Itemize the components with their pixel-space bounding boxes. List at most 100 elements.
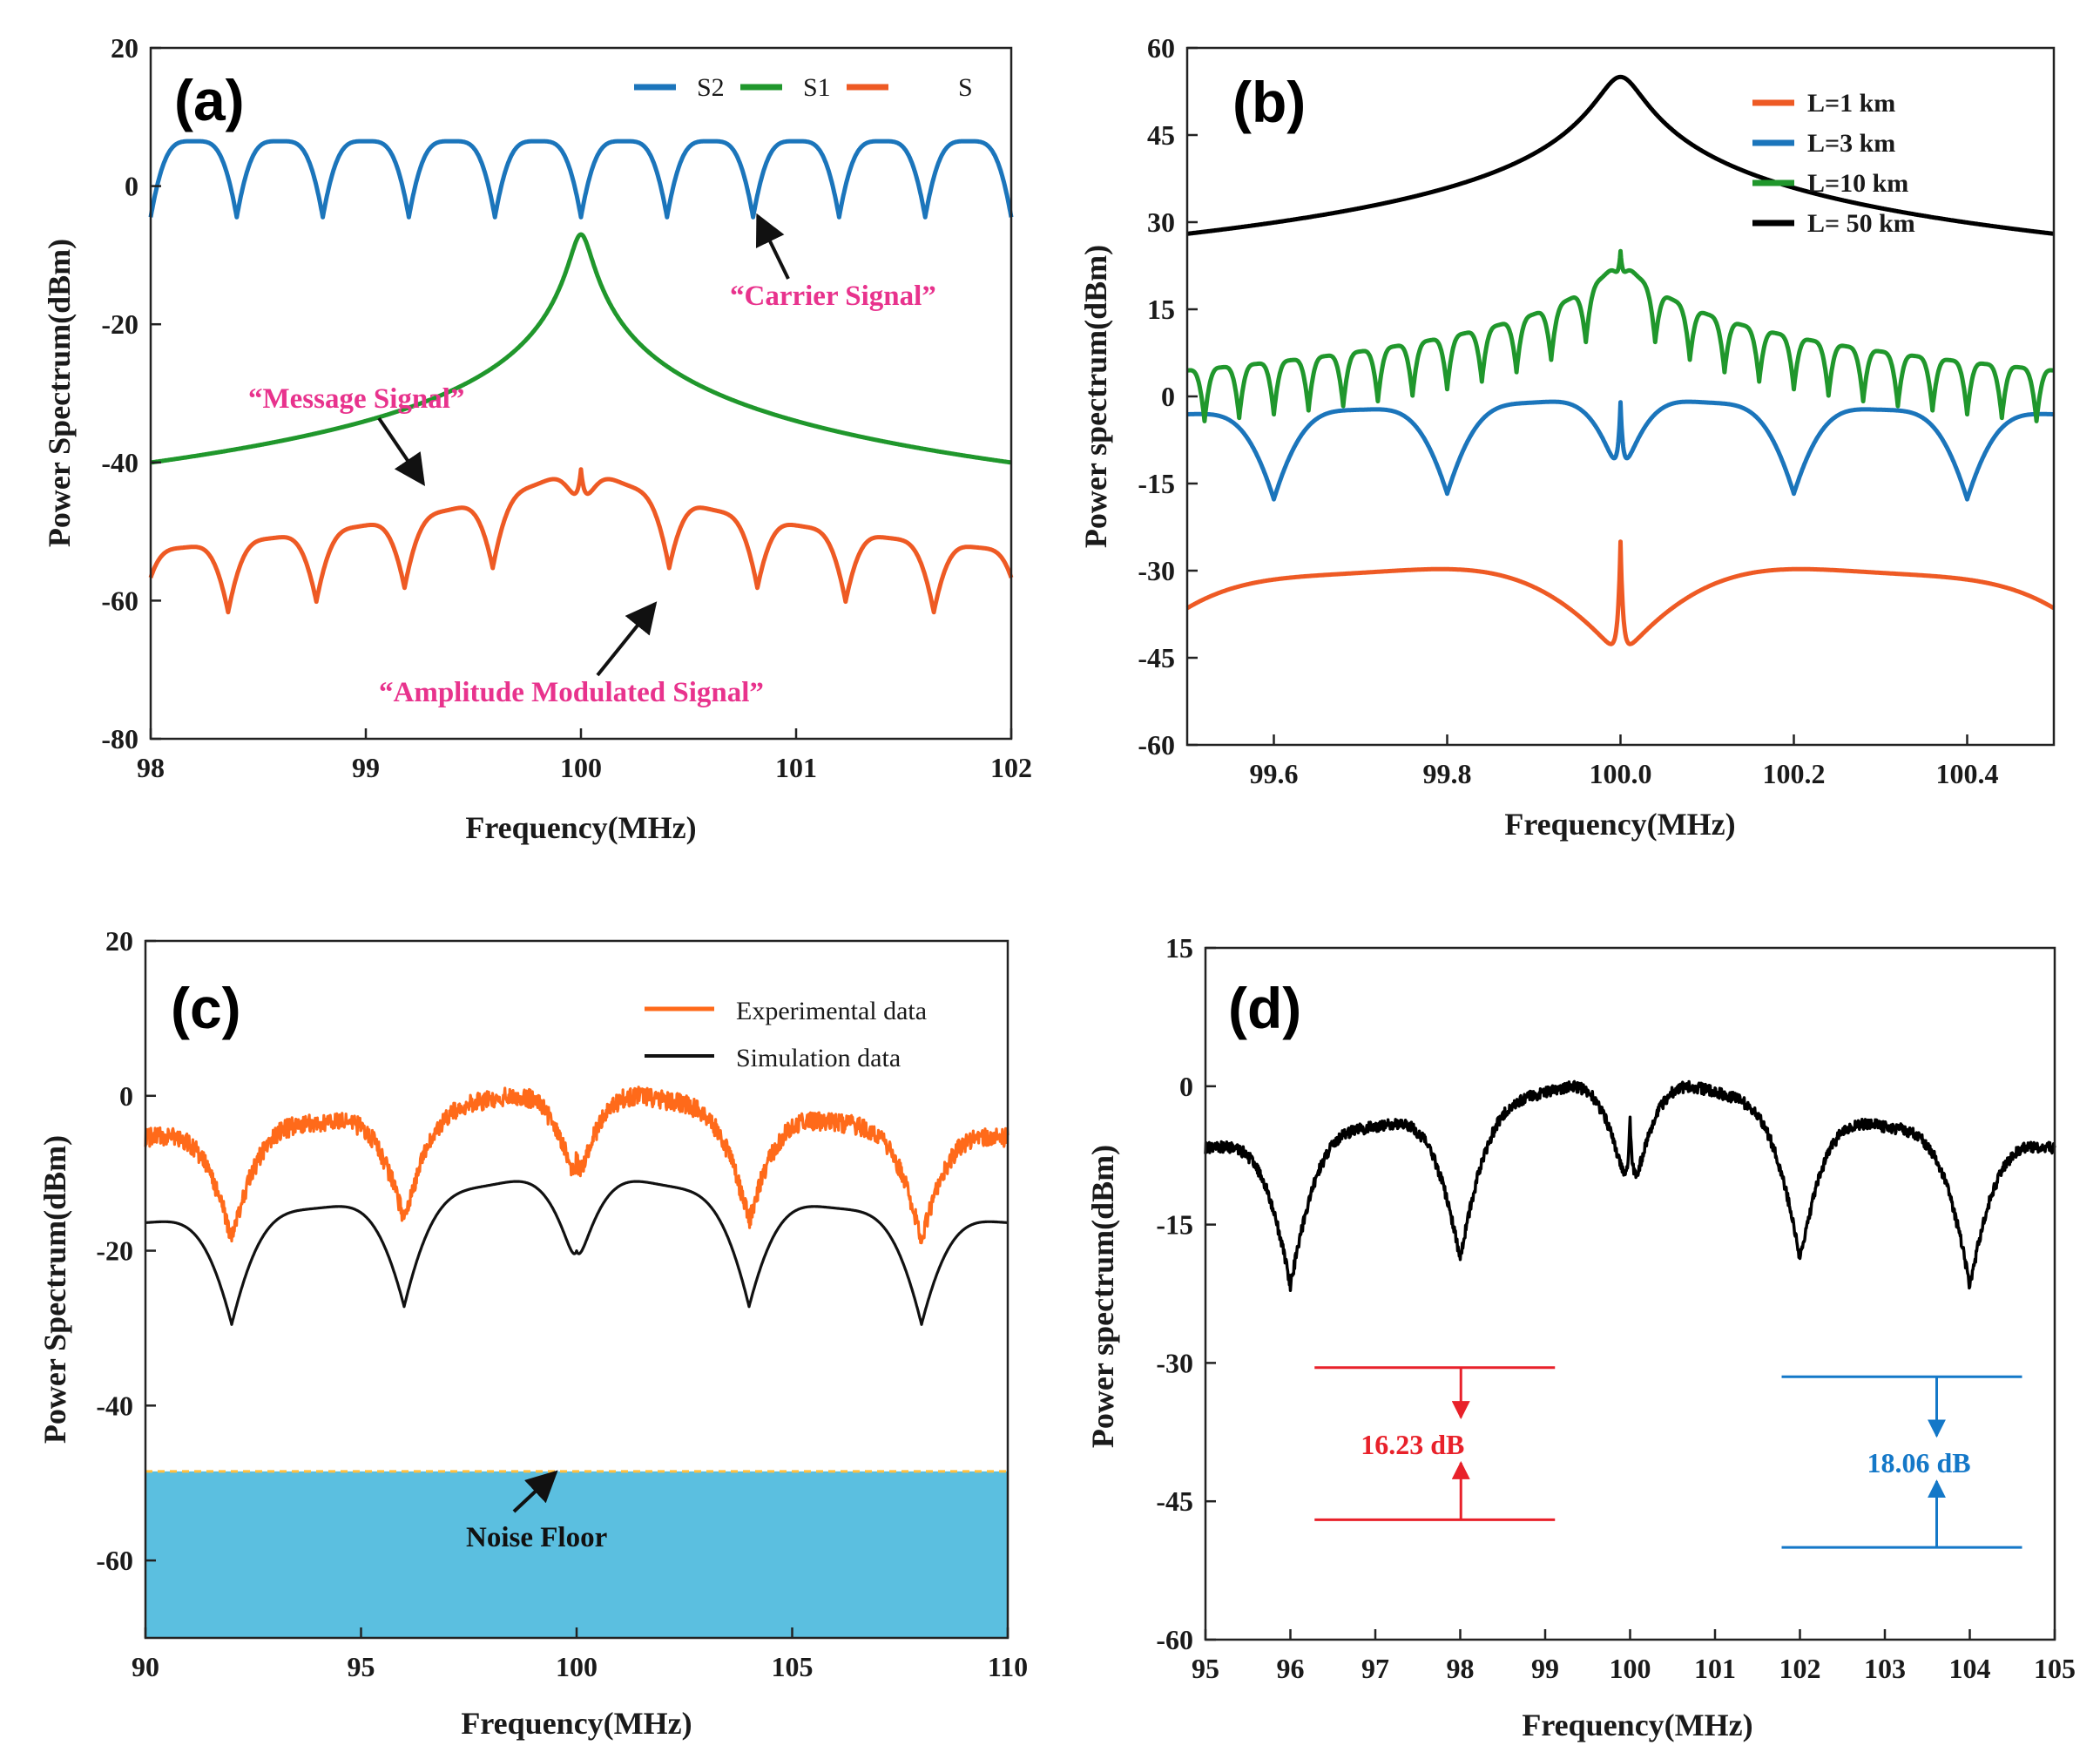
- chart-c-series-simulation-data: [145, 1180, 1009, 1326]
- chart-c-ytick-label: -40: [96, 1390, 133, 1421]
- chart-b-ytick-label: 0: [1161, 381, 1175, 412]
- chart-d-dimension-markers: 16.23 dB 18.06 dB: [1314, 1366, 2022, 1549]
- legend-label-s: S: [958, 73, 973, 102]
- chart-b-frame: [1185, 46, 2056, 747]
- chart-d-xtick-label: 96: [1277, 1653, 1305, 1684]
- legend-label-s1: S1: [803, 73, 831, 102]
- chart-c-ticks: 90 95 100 105 110 20 0 -20 -40 -60: [96, 925, 1028, 1682]
- chart-d-series-measured-spectrum: [1204, 1079, 2056, 1293]
- chart-a-series: [148, 139, 1014, 615]
- chart-d-ytick-label: -45: [1156, 1485, 1193, 1517]
- chart-c-legend: Experimental data Simulation data: [645, 997, 927, 1072]
- chart-b-ytick-label: -60: [1138, 729, 1175, 761]
- noise-floor-region: [145, 1471, 1008, 1638]
- chart-a-series-s1: [149, 232, 1013, 465]
- chart-a-xtick-label: 100: [560, 752, 602, 783]
- legend-label-l50: L= 50 km: [1807, 209, 1915, 238]
- chart-b-series-l-50-km: [1185, 74, 2056, 236]
- chart-b-series-l-10-km: [1185, 248, 2056, 423]
- chart-a-ticks: 98 99 100 101 102 20 0 -20 -40 -60 -80: [101, 32, 1032, 783]
- chart-b-ylabel: Power spectrum(dBm): [1078, 245, 1113, 548]
- legend-label-experimental: Experimental data: [736, 997, 927, 1025]
- chart-b-ytick-label: 30: [1147, 206, 1175, 238]
- chart-d-xtick-label: 99: [1531, 1653, 1559, 1684]
- chart-d-xtick-label: 97: [1361, 1653, 1389, 1684]
- chart-c-ytick-label: 0: [119, 1080, 133, 1112]
- chart-d-xtick-label: 95: [1192, 1653, 1219, 1684]
- chart-d-ytick-label: -60: [1156, 1624, 1193, 1655]
- chart-a-ytick-label: -20: [101, 308, 138, 340]
- chart-a-xtick-label: 99: [352, 752, 380, 783]
- arrow-noise-floor: [512, 1470, 558, 1513]
- chart-d-xlabel: Frequency(MHz): [1522, 1708, 1752, 1742]
- chart-a-legend: S2 S1 S: [634, 73, 973, 102]
- chart-b-ytick-label: -30: [1138, 555, 1175, 586]
- chart-a-ylabel: Power Spectrum(dBm): [42, 239, 77, 547]
- chart-c-xtick-label: 110: [988, 1651, 1028, 1682]
- chart-c-ylabel: Power Spectrum(dBm): [37, 1135, 72, 1444]
- arrow-am-signal: [596, 601, 658, 677]
- chart-b-xtick-label: 100.4: [1936, 758, 1999, 789]
- chart-d-ytick-label: -15: [1156, 1209, 1193, 1241]
- chart-a-ytick-label: 20: [111, 32, 138, 64]
- chart-d: 95 96 97 98 99 100 101 102 103 104 105 15 0 -15 -30 -45…: [1085, 932, 2076, 1742]
- chart-b-legend: L=1 km L=3 km L=10 km L= 50 km: [1752, 89, 1915, 238]
- chart-b-xtick-label: 99.8: [1423, 758, 1472, 789]
- chart-a-ytick-label: -60: [101, 585, 138, 616]
- chart-c-xtick-label: 95: [348, 1651, 375, 1682]
- chart-a-xlabel: Frequency(MHz): [465, 810, 696, 845]
- chart-c-xtick-label: 100: [556, 1651, 598, 1682]
- chart-b-ticks: 99.6 99.8 100.0 100.2 100.4 60 45 30 15 0 -15 -30 -4…: [1138, 32, 1998, 789]
- chart-d-ytick-label: 15: [1165, 932, 1193, 964]
- chart-c-panel-label: (c): [171, 976, 241, 1040]
- chart-d-series: [1204, 1079, 2056, 1293]
- chart-a-panel-label: (a): [174, 68, 245, 132]
- legend-label-l3: L=3 km: [1807, 129, 1895, 158]
- chart-a: 98 99 100 101 102 20 0 -20 -40 -60 -80 (a) Frequen…: [42, 32, 1032, 845]
- chart-d-ticks: 95 96 97 98 99 100 101 102 103 104 105 15 0 -15 -30 -45…: [1156, 932, 2076, 1684]
- chart-c: 90 95 100 105 110 20 0 -20 -40 -60 (c) Frequency(…: [37, 925, 1028, 1741]
- chart-d-xtick-label: 105: [2034, 1653, 2076, 1684]
- chart-b-panel-label: (b): [1232, 70, 1306, 134]
- chart-b-ytick-label: 15: [1147, 294, 1175, 325]
- chart-d-frame: [1204, 946, 2056, 1641]
- chart-d-ylabel: Power spectrum(dBm): [1085, 1145, 1120, 1448]
- chart-b-series: [1185, 74, 2056, 646]
- chart-a-ytick-label: -40: [101, 447, 138, 478]
- chart-b-xtick-label: 100.2: [1763, 758, 1826, 789]
- legend-label-l10: L=10 km: [1807, 169, 1908, 198]
- chart-b-xlabel: Frequency(MHz): [1504, 807, 1735, 842]
- chart-d-panel-label: (d): [1228, 976, 1301, 1040]
- chart-b-ytick-label: -45: [1138, 642, 1175, 673]
- chart-b-series-l-1-km: [1185, 539, 2056, 646]
- chart-d-ytick-label: -30: [1156, 1347, 1193, 1378]
- chart-a-series-s: [148, 467, 1014, 615]
- chart-c-series-experimental-data: [144, 1086, 1009, 1245]
- chart-c-xtick-label: 105: [772, 1651, 814, 1682]
- chart-a-series-s2: [148, 139, 1014, 220]
- chart-d-xtick-label: 102: [1779, 1653, 1821, 1684]
- chart-b-ytick-label: 60: [1147, 32, 1175, 64]
- chart-d-xtick-label: 103: [1864, 1653, 1906, 1684]
- annotation-noise-floor: Noise Floor: [466, 1522, 607, 1553]
- chart-d-xtick-label: 104: [1949, 1653, 1991, 1684]
- annotation-carrier-signal: “Carrier Signal”: [730, 281, 936, 312]
- chart-a-xtick-label: 101: [775, 752, 817, 783]
- chart-c-ytick-label: -60: [96, 1545, 133, 1576]
- chart-b: 99.6 99.8 100.0 100.2 100.4 60 45 30 15 0 -15 -30 -4…: [1078, 32, 2056, 842]
- chart-b-ytick-label: -15: [1138, 468, 1175, 499]
- chart-c-xtick-label: 90: [132, 1651, 159, 1682]
- legend-label-l1: L=1 km: [1807, 89, 1895, 118]
- legend-label-simulation: Simulation data: [736, 1044, 901, 1072]
- annotation-dimension-blue: 18.06 dB: [1867, 1447, 1971, 1478]
- chart-d-xtick-label: 101: [1694, 1653, 1736, 1684]
- chart-b-ytick-label: 45: [1147, 119, 1175, 151]
- chart-c-series: [144, 1086, 1009, 1326]
- arrow-message-signal: [377, 416, 426, 486]
- chart-c-ytick-label: -20: [96, 1235, 133, 1267]
- chart-d-xtick-label: 98: [1447, 1653, 1475, 1684]
- chart-c-ytick-label: 20: [105, 925, 133, 957]
- chart-b-xtick-label: 100.0: [1590, 758, 1652, 789]
- annotation-message-signal: “Message Signal”: [248, 383, 464, 415]
